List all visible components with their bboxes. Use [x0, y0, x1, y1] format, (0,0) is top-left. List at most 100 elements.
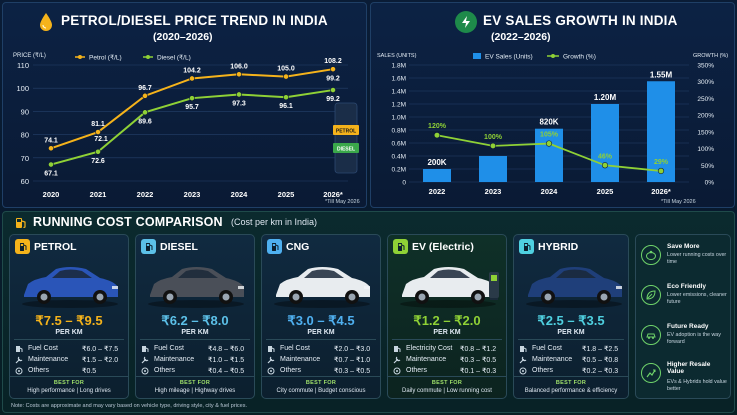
best-for-heading: BEST FOR [305, 380, 337, 386]
pd-data-label: 106.0 [230, 63, 248, 70]
cost-card-diesel: DIESEL ₹6.2 – ₹8.0 PER KM Fuel Cost ₹4.8 … [135, 234, 255, 399]
ev-xtick-label: 2025 [597, 187, 614, 196]
cost-row: Others ₹0.2 – ₹0.3 [518, 365, 624, 376]
pd-data-label: 89.6 [138, 118, 152, 125]
cost-row-value: ₹0.8 – ₹1.2 [460, 345, 497, 353]
pd-data-label: 72.6 [91, 158, 105, 165]
pd-point [236, 91, 242, 98]
ev-legend-marker [551, 54, 555, 58]
cost-row-label: Others [406, 367, 428, 374]
cost-row: Maintenance ₹0.5 – ₹0.8 [518, 354, 624, 365]
pump-body [334, 102, 358, 174]
pd-subtitle: (2020–2026) [153, 31, 213, 43]
pd-xtick-label: 2024 [231, 190, 249, 199]
ev-ytick-right-label: 100% [697, 146, 714, 153]
benefit-title: Higher Resale Value [667, 361, 711, 375]
best-for-text: High mileage | Highway drives [154, 388, 236, 394]
others-icon [266, 367, 276, 375]
ev-growth-label: 100% [484, 134, 503, 141]
pd-point [189, 95, 195, 102]
cost-card-hybrid: HYBRID ₹2.5 – ₹3.5 PER KM Fuel Cost ₹1.8 … [513, 234, 629, 399]
cost-row-label: Fuel Cost [28, 345, 58, 352]
running-cost-panel: RUNNING COST COMPARISON (Cost per km in … [2, 211, 735, 413]
cng-pump-icon [267, 239, 282, 254]
ev-subtitle: (2022–2026) [491, 31, 551, 43]
fuel-cost-icon [392, 345, 402, 353]
best-for-text: Balanced performance & efficiency [524, 388, 618, 394]
ev-ytick-label: 1.4M [392, 89, 406, 96]
pd-ytick-label: 60 [21, 177, 29, 186]
ev-ytick-right-label: 50% [701, 163, 714, 170]
best-for-text: Daily commute | Low running cost [402, 388, 492, 394]
pd-data-label: 72.1 [94, 136, 108, 143]
pd-data-label: 67.1 [44, 171, 58, 178]
cost-row-label: Fuel Cost [280, 345, 310, 352]
benefit-title: Save More [667, 243, 700, 250]
others-icon [140, 367, 150, 375]
ev-growth-point [657, 167, 665, 175]
pd-xtick-label: 2026* [323, 190, 343, 199]
pd-point [236, 71, 242, 78]
pd-data-label: 105.0 [277, 66, 295, 73]
ev-adoption-icon [641, 325, 661, 345]
best-for: BEST FOR Balanced performance & efficien… [514, 376, 628, 398]
ev-bar-label: 1.20M [594, 93, 617, 102]
ev-growth-point [489, 142, 497, 149]
others-icon [392, 367, 402, 375]
per-km-label: PER KM [181, 329, 209, 336]
charging-station-icon [489, 272, 499, 300]
pd-point [142, 92, 148, 99]
pd-ytick-label: 80 [21, 131, 29, 140]
wrench-icon [518, 356, 528, 364]
cost-row-value: ₹0.5 [82, 367, 97, 375]
piggy-bank-icon [641, 245, 661, 265]
benefit-desc: Lower emissions, cleaner future [667, 292, 727, 305]
cost-row-value: ₹0.4 – ₹0.5 [208, 367, 245, 375]
cost-row-label: Fuel Cost [154, 345, 184, 352]
fuel-cost-icon [518, 345, 528, 353]
ev-xtick-label: 2026* [651, 187, 671, 196]
best-for-text: High performance | Long drives [27, 388, 111, 394]
fuel-station-icon [13, 215, 29, 231]
best-for-heading: BEST FOR [431, 380, 463, 386]
ev-legend-swatch [473, 53, 481, 59]
cost-range: ₹2.5 – ₹3.5 [537, 313, 605, 328]
pd-ytick-label: 90 [21, 107, 29, 116]
car-illustration [400, 267, 496, 308]
pd-legend-label: Petrol (₹/L) [89, 54, 122, 62]
cost-cards: PETROL ₹7.5 – ₹9.5 PER KM Fuel Cost ₹6.0 … [9, 234, 629, 399]
cost-breakdown: Fuel Cost ₹6.0 – ₹7.5 Maintenance ₹1.5 – ₹2… [14, 339, 124, 376]
ev-legend-label: Growth (%) [563, 54, 596, 61]
cost-breakdown: Fuel Cost ₹4.8 – ₹6.0 Maintenance ₹1.0 – ₹1… [140, 339, 250, 376]
ev-ytick-label: 0.2M [392, 167, 406, 174]
pd-xtick-label: 2021 [90, 190, 107, 199]
pd-title: PETROL/DIESEL PRICE TREND IN INDIA [61, 13, 328, 28]
wrench-icon [266, 356, 276, 364]
cost-row-label: Others [280, 367, 302, 374]
cost-range: ₹7.5 – ₹9.5 [35, 313, 103, 328]
ev-xtick-label: 2023 [485, 187, 502, 196]
fuel-drop-icon [37, 11, 55, 33]
ev-ytick-right-label: 150% [697, 129, 714, 136]
petrol-tag-label: PETROL [336, 129, 356, 135]
pd-ytick-label: 70 [21, 154, 29, 163]
cost-row: Electricity Cost ₹0.8 – ₹1.2 [392, 343, 502, 354]
ev-growth-point [545, 140, 553, 147]
best-for: BEST FOR High performance | Long drives [10, 376, 128, 398]
pd-xtick-label: 2022 [137, 190, 154, 199]
ev-ytick-label: 1.8M [392, 63, 406, 70]
cost-row-value: ₹0.1 – ₹0.3 [460, 367, 497, 375]
card-title: DIESEL [160, 241, 198, 253]
pd-data-label: 108.2 [324, 58, 342, 65]
cost-row-label: Others [532, 367, 554, 374]
benefit-desc: EVs & Hybrids hold value better [667, 379, 727, 392]
best-for-heading: BEST FOR [555, 380, 587, 386]
cost-row: Fuel Cost ₹1.8 – ₹2.5 [518, 343, 624, 354]
cost-row-value: ₹0.5 – ₹0.8 [582, 356, 619, 364]
cost-row: Maintenance ₹1.5 – ₹2.0 [14, 354, 124, 365]
ev-bar [535, 128, 563, 182]
ev-ytick-label: 0.8M [392, 128, 406, 135]
pd-xtick-label: 2025 [278, 190, 295, 199]
cost-row: Fuel Cost ₹4.8 – ₹6.0 [140, 343, 250, 354]
ev-growth-label: 46% [598, 153, 613, 160]
